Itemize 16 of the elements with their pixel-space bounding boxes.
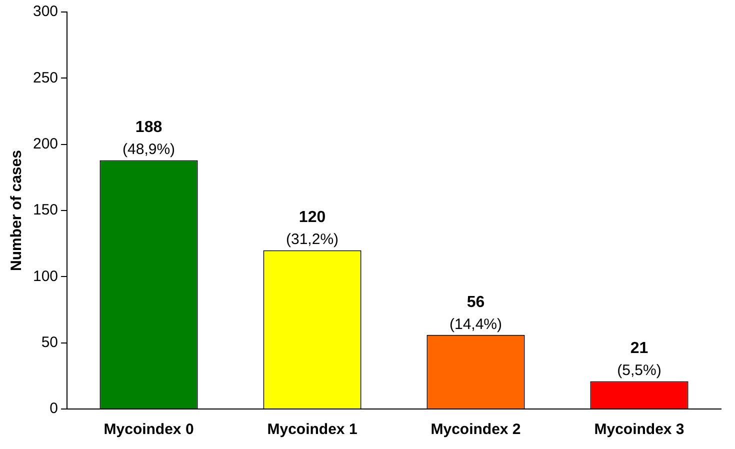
y-tick-label: 200 — [32, 135, 58, 152]
y-tick-label: 50 — [41, 334, 58, 351]
x-tick-label: Mycoindex 1 — [267, 421, 358, 438]
data-label: 56 (14,4%) — [449, 294, 502, 333]
y-tick-label: 150 — [32, 202, 58, 219]
data-label: 21 (5,5%) — [617, 340, 662, 380]
x-tick-label: Mycoindex 2 — [430, 421, 521, 438]
x-tick-label: Mycoindex 0 — [104, 421, 194, 438]
data-label: 188 (48,9%) — [122, 119, 176, 158]
y-tick-label: 100 — [32, 268, 58, 285]
y-tick-label: 0 — [50, 400, 58, 418]
y-tick-label: 250 — [32, 69, 58, 86]
y-axis-title: Number of cases — [8, 150, 26, 271]
y-tick-label: 300 — [32, 3, 58, 20]
data-label: 120 (31,2%) — [286, 209, 339, 248]
x-tick-label: Mycoindex 3 — [594, 421, 684, 438]
